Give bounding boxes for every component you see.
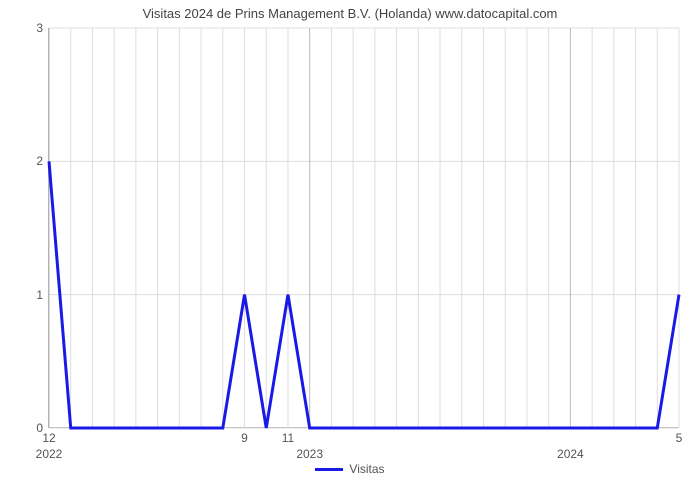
chart-svg <box>49 28 679 428</box>
y-tick-label: 2 <box>36 154 43 168</box>
x-month-label: 9 <box>241 431 248 445</box>
x-month-label: 11 <box>282 431 294 445</box>
x-year-label: 2023 <box>296 447 323 461</box>
legend-label: Visitas <box>349 462 384 476</box>
chart-legend: Visitas <box>0 462 700 476</box>
visits-line-chart: Visitas 2024 de Prins Management B.V. (H… <box>0 0 700 500</box>
x-year-label: 2022 <box>36 447 63 461</box>
x-year-label: 2024 <box>557 447 584 461</box>
legend-swatch <box>315 468 343 471</box>
x-month-label: 5 <box>676 431 683 445</box>
y-tick-label: 3 <box>36 21 43 35</box>
y-tick-label: 1 <box>36 288 43 302</box>
x-month-label: 12 <box>42 431 55 445</box>
chart-title: Visitas 2024 de Prins Management B.V. (H… <box>0 6 700 21</box>
plot-area: 0123129115202220232024 <box>48 28 678 428</box>
